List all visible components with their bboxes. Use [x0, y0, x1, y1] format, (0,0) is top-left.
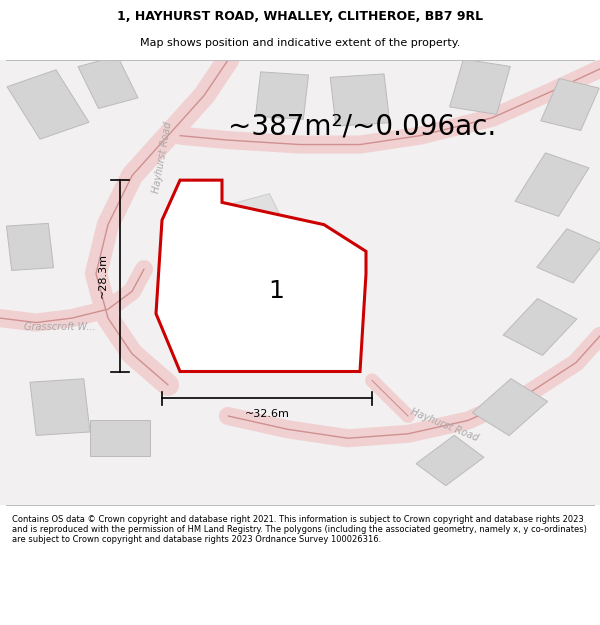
Polygon shape	[7, 223, 53, 271]
Polygon shape	[230, 194, 286, 238]
Polygon shape	[7, 70, 89, 139]
Text: Map shows position and indicative extent of the property.: Map shows position and indicative extent…	[140, 38, 460, 48]
Polygon shape	[537, 229, 600, 283]
Polygon shape	[515, 153, 589, 216]
Text: ~387m²/~0.096ac.: ~387m²/~0.096ac.	[228, 112, 496, 141]
Text: 1: 1	[268, 279, 284, 303]
Polygon shape	[416, 436, 484, 486]
Polygon shape	[78, 56, 138, 109]
Text: Hayhurst Road: Hayhurst Road	[409, 407, 479, 443]
Text: Hayhurst Road: Hayhurst Road	[151, 121, 173, 194]
Polygon shape	[30, 379, 90, 436]
Text: Grasscroft W...: Grasscroft W...	[24, 322, 96, 332]
Text: 1, HAYHURST ROAD, WHALLEY, CLITHEROE, BB7 9RL: 1, HAYHURST ROAD, WHALLEY, CLITHEROE, BB…	[117, 10, 483, 23]
Polygon shape	[541, 79, 599, 131]
Text: ~32.6m: ~32.6m	[245, 409, 289, 419]
Polygon shape	[90, 421, 150, 456]
Polygon shape	[156, 180, 366, 371]
Polygon shape	[256, 72, 308, 119]
Polygon shape	[472, 379, 548, 436]
Polygon shape	[330, 74, 390, 126]
Text: ~28.3m: ~28.3m	[98, 253, 108, 298]
Polygon shape	[503, 299, 577, 356]
Text: Contains OS data © Crown copyright and database right 2021. This information is : Contains OS data © Crown copyright and d…	[12, 514, 587, 544]
Polygon shape	[272, 243, 352, 304]
Polygon shape	[449, 59, 511, 114]
